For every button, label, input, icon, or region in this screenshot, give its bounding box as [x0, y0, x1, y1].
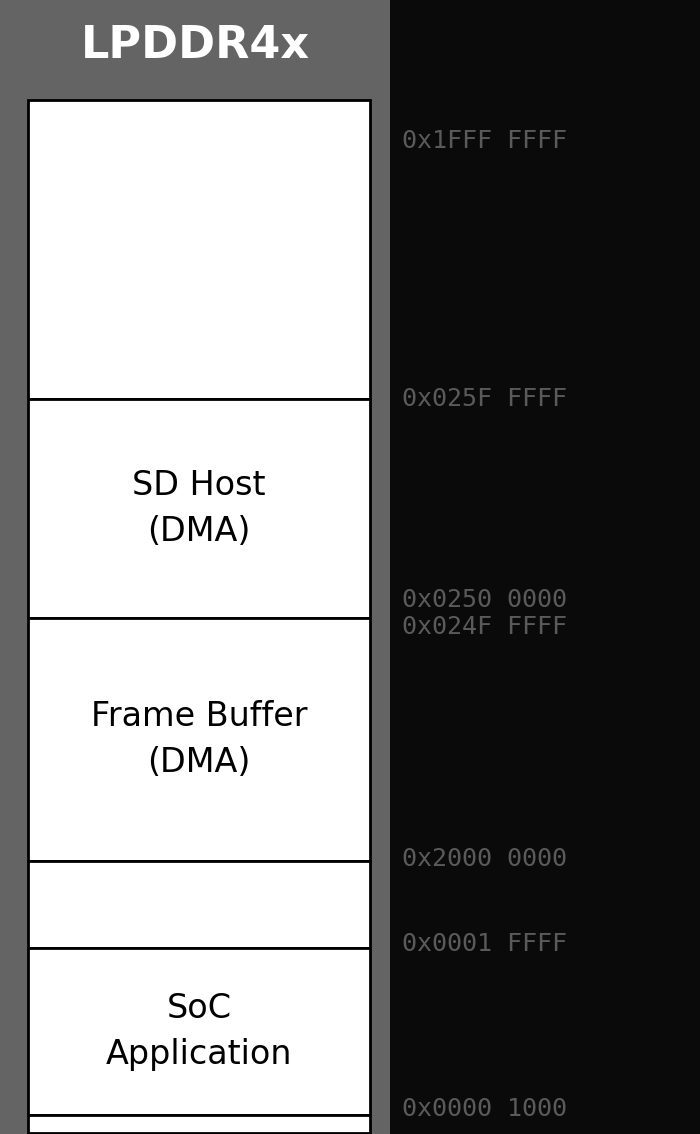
- Bar: [0, 0, 390, 1134]
- Text: Frame Buffer
(DMA): Frame Buffer (DMA): [91, 700, 307, 779]
- Bar: [28, 399, 370, 618]
- Bar: [28, 1115, 370, 1133]
- Bar: [28, 861, 370, 948]
- Bar: [28, 948, 370, 1115]
- Text: SoC
Application: SoC Application: [106, 992, 293, 1070]
- Bar: [28, 618, 370, 861]
- Bar: [390, 0, 700, 1134]
- Text: 0x025F FFFF: 0x025F FFFF: [402, 388, 567, 412]
- Text: 0x2000 0000: 0x2000 0000: [402, 847, 567, 871]
- Text: 0x0000 1000: 0x0000 1000: [402, 1097, 567, 1120]
- Text: SD Host
(DMA): SD Host (DMA): [132, 469, 266, 548]
- Text: 0x0250 0000
0x024F FFFF: 0x0250 0000 0x024F FFFF: [402, 589, 567, 640]
- Text: 0x0001 FFFF: 0x0001 FFFF: [402, 932, 567, 956]
- Text: LPDDR4x: LPDDR4x: [80, 24, 309, 67]
- Text: 0x1FFF FFFF: 0x1FFF FFFF: [402, 128, 567, 153]
- Bar: [28, 100, 370, 399]
